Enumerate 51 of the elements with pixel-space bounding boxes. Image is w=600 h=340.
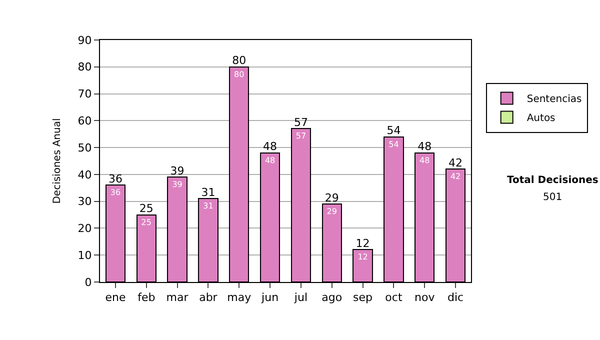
x-tick-label: dic [447, 291, 464, 304]
x-tick-label: abr [199, 291, 218, 304]
y-tick-label: 60 [78, 114, 92, 128]
data-label: 57 [296, 132, 306, 141]
y-tick-label: 90 [78, 34, 92, 47]
total-label: 29 [324, 191, 339, 204]
x-tick-label: ene [105, 291, 126, 304]
total-label: 57 [294, 116, 308, 129]
total-label: 12 [356, 236, 370, 250]
data-label: 31 [203, 202, 214, 211]
y-tick-label: 40 [78, 168, 92, 182]
total-label: 25 [139, 202, 154, 216]
total-label: 39 [170, 164, 184, 178]
text: Total Decisiones [507, 175, 598, 186]
x-tick-label: mar [166, 291, 189, 304]
y-tick-label: 50 [78, 141, 92, 154]
data-label: 48 [420, 156, 430, 165]
y-tick-label: 80 [78, 60, 92, 74]
y-tick-label: 0 [84, 276, 92, 289]
data-label: 29 [326, 207, 337, 216]
x-tick-label: nov [414, 291, 436, 304]
total-label: 48 [263, 140, 278, 154]
x-tick-label: sep [353, 291, 373, 304]
x-tick-label: jun [260, 291, 279, 304]
total-label: 48 [418, 140, 432, 154]
data-label: 42 [450, 172, 461, 182]
x-tick-label: feb [138, 291, 156, 304]
data-label: 25 [141, 218, 152, 227]
x-tick-label: ago [322, 291, 342, 304]
total-label: 36 [108, 172, 122, 186]
x-tick-label: may [227, 291, 252, 304]
total-label: 42 [448, 156, 463, 170]
y-tick-label: 70 [78, 88, 92, 101]
legend-label: Sentencias [526, 94, 582, 106]
x-tick-label: jul [293, 291, 308, 304]
data-label: 48 [264, 156, 276, 165]
y-tick-label: 30 [78, 195, 92, 208]
text: 501 [543, 192, 562, 203]
total-label: 80 [232, 54, 246, 68]
x-tick-label: oct [385, 291, 403, 304]
total-label: 31 [201, 186, 216, 199]
data-label: 12 [358, 252, 368, 262]
data-label: 54 [388, 140, 399, 149]
data-label: 39 [172, 180, 182, 190]
data-label: 36 [110, 188, 121, 198]
total-label: 54 [386, 124, 401, 138]
data-label: 80 [234, 70, 244, 79]
y-tick-label: 10 [78, 248, 92, 262]
legend-label: Autos [526, 113, 556, 124]
y-tick-label: 20 [78, 222, 92, 236]
y-axis-title: Decisiones Anual [52, 118, 63, 204]
